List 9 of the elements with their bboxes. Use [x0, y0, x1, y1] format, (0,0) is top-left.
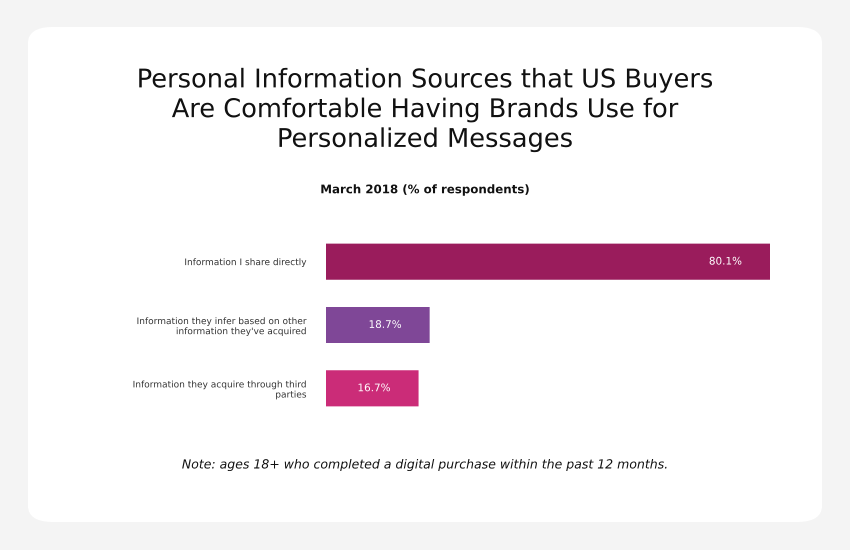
chart-subtitle: March 2018 (% of respondents)	[321, 184, 529, 196]
y-tick-label: Information I share directly	[185, 258, 306, 267]
text: Note: ages 18+ who completed a digital purchase within the past 12 months.	[182, 458, 667, 472]
data-label: 80.1%	[710, 256, 742, 265]
y-tick-label: Information they infer based on other information they've acquired	[137, 317, 307, 336]
data-label: 18.7%	[370, 320, 402, 328]
y-tick-label: Information they acquire through third parties	[134, 380, 306, 400]
data-label: 16.7%	[358, 383, 390, 392]
chart-title: Personal Information Sources that US Buyers Are Comfortable Having Brands Use for Personalized Messages	[139, 68, 712, 152]
